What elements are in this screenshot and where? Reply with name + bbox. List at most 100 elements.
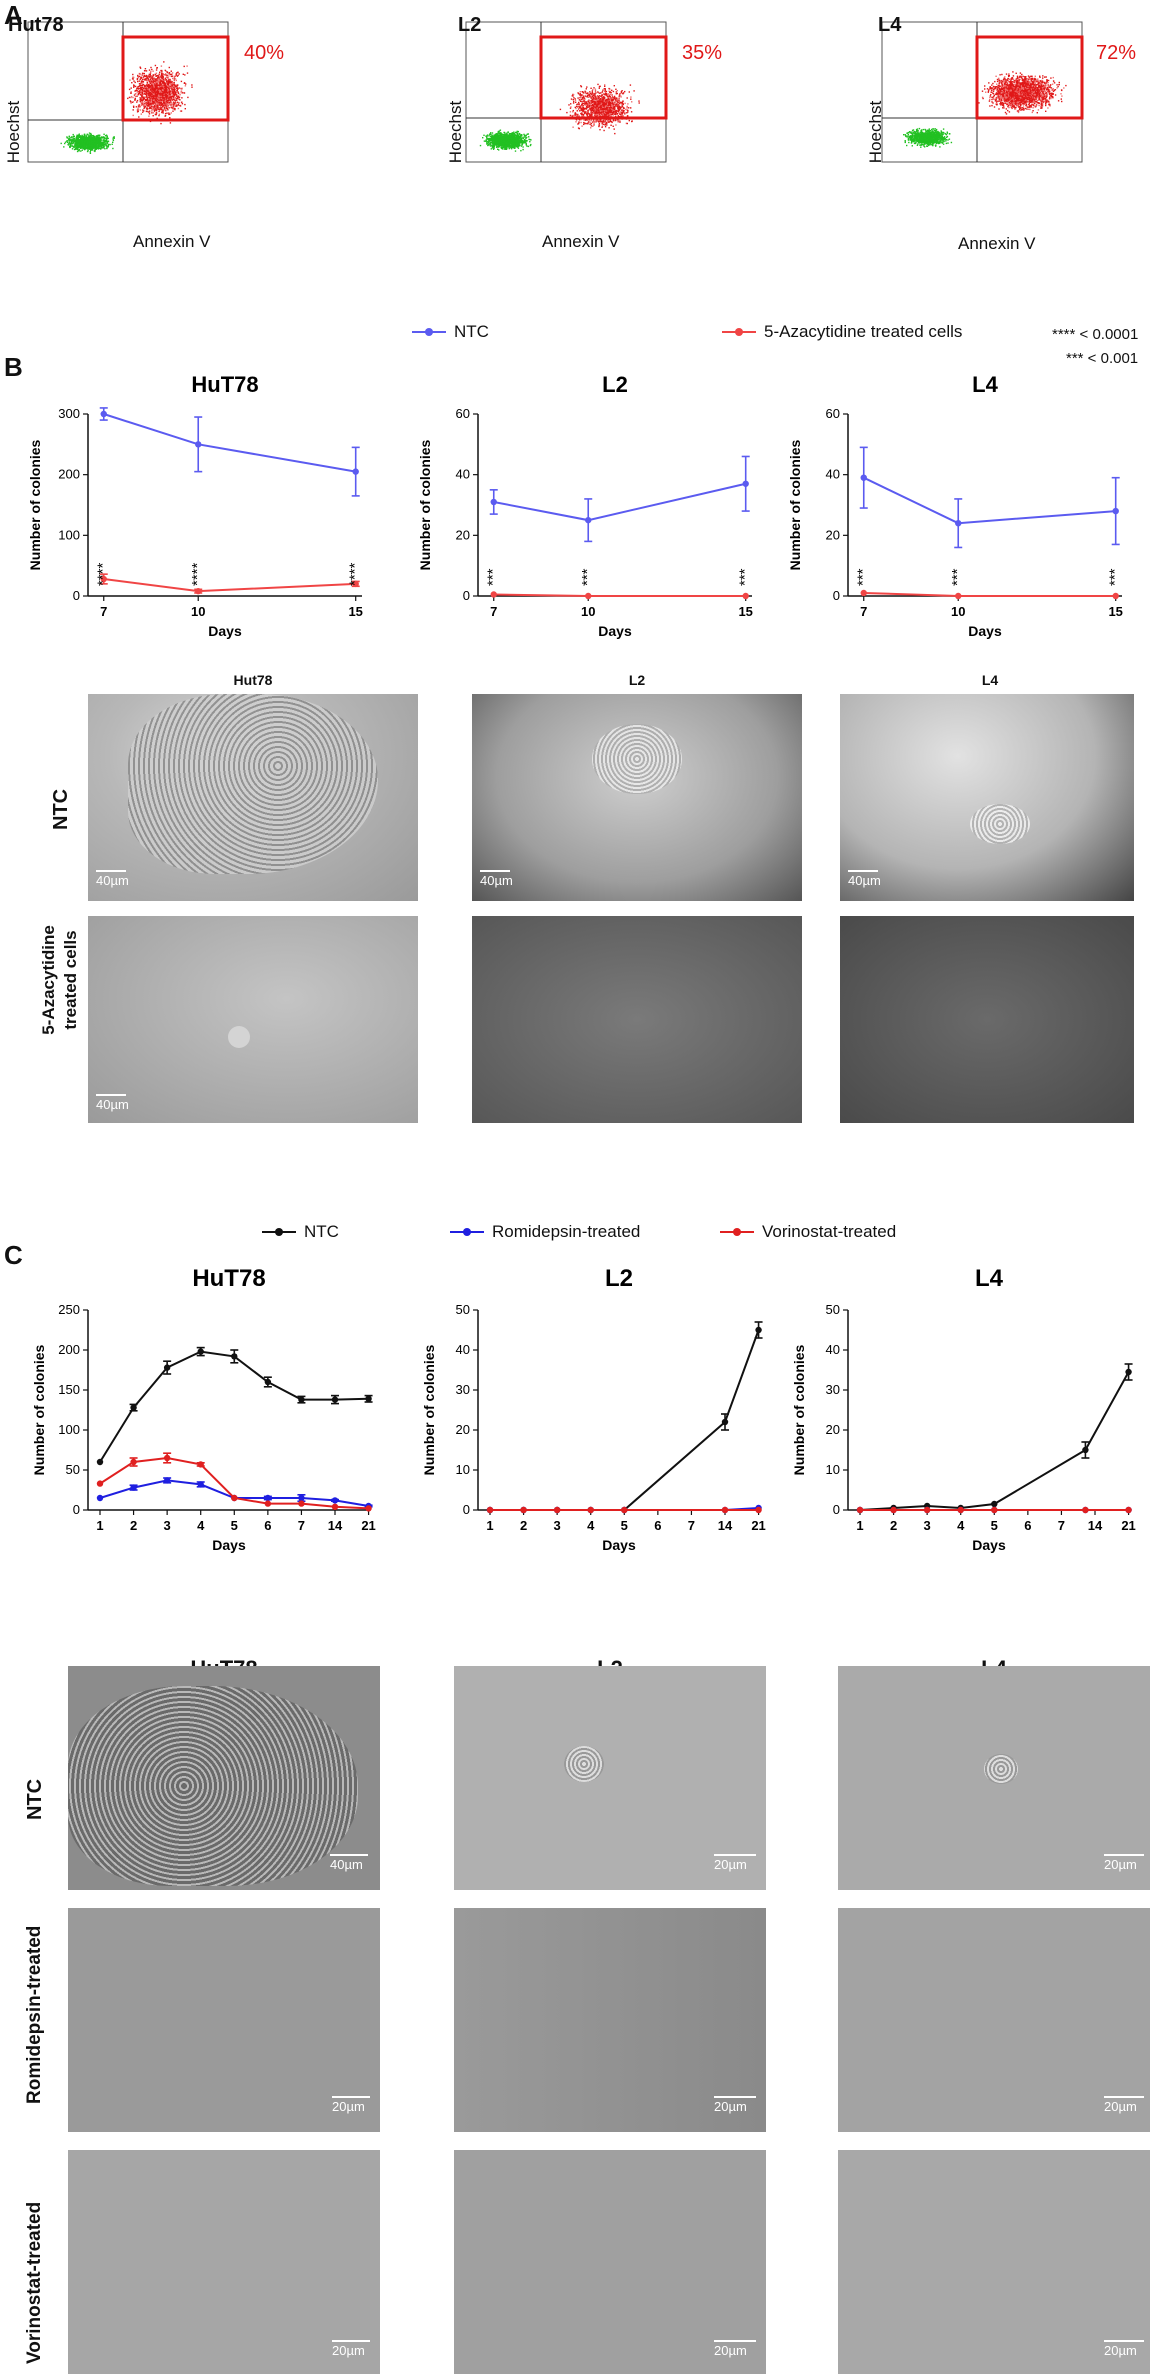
flow-dot xyxy=(150,70,152,73)
flow-dot xyxy=(160,76,163,79)
flow-dot xyxy=(161,96,163,99)
flow-dot xyxy=(160,65,163,67)
flow-dot xyxy=(528,138,530,141)
flow-dot xyxy=(161,93,163,95)
flow-dot xyxy=(158,98,160,100)
flow-dot xyxy=(166,101,168,104)
flow-dot xyxy=(154,96,157,99)
flow-dot xyxy=(580,91,582,93)
flow-dot xyxy=(135,89,137,92)
flow-dot xyxy=(501,138,504,141)
flow-dot xyxy=(146,108,148,110)
flow-dot xyxy=(98,134,100,136)
flow-dot xyxy=(154,93,157,95)
flow-dot xyxy=(162,101,165,104)
flow-dot xyxy=(498,149,500,151)
flow-dot xyxy=(149,99,151,101)
flow-dot xyxy=(69,146,71,149)
flow-dot xyxy=(520,150,522,152)
flow-dot xyxy=(151,75,153,77)
flow-dot xyxy=(506,140,509,143)
flow-dot xyxy=(84,133,86,136)
flow-dot xyxy=(148,111,151,114)
flow-dot xyxy=(186,72,189,74)
flow-dot xyxy=(173,77,176,79)
flow-dot xyxy=(160,77,163,79)
flow-dot xyxy=(113,136,115,138)
flow-dot xyxy=(167,109,169,111)
flow-plot-frame xyxy=(27,21,229,163)
flow-dot xyxy=(152,112,155,114)
flow-dot xyxy=(152,98,154,100)
flow-dot xyxy=(74,138,76,141)
flow-dot xyxy=(173,90,175,92)
flow-dot xyxy=(496,144,498,147)
flow-dot xyxy=(148,115,150,117)
flow-dot xyxy=(619,95,622,97)
flow-dot xyxy=(132,78,134,80)
flow-dot xyxy=(496,143,498,146)
flow-dot xyxy=(498,145,500,147)
flow-dot xyxy=(157,91,160,93)
flow-dot xyxy=(134,95,137,98)
flow-dot xyxy=(139,109,142,111)
flow-dot xyxy=(490,132,492,134)
flow-dot xyxy=(524,139,526,141)
flow-dot xyxy=(171,107,174,109)
flow-dot xyxy=(521,141,523,143)
flow-dot xyxy=(487,135,489,137)
flow-dot xyxy=(92,142,94,145)
flow-dot xyxy=(88,138,90,140)
flow-dot xyxy=(139,83,142,86)
flow-dot xyxy=(172,96,174,98)
flow-dot xyxy=(94,140,96,143)
flow-dot xyxy=(141,74,143,76)
flow-dot xyxy=(149,76,151,78)
flow-dot xyxy=(94,137,96,139)
flow-dot xyxy=(617,105,619,107)
flow-dot xyxy=(173,94,175,96)
flow-dot xyxy=(160,86,163,89)
flow-dot xyxy=(504,143,506,145)
flow-dot xyxy=(591,90,594,92)
flow-dot xyxy=(155,108,157,110)
flow-dot xyxy=(169,101,171,104)
flow-dot xyxy=(140,100,142,102)
flow-dot xyxy=(163,86,165,88)
flow-dot xyxy=(82,145,84,147)
flow-dot xyxy=(72,136,74,138)
flow-dot xyxy=(158,95,161,98)
flow-dot xyxy=(186,65,188,67)
flow-dot xyxy=(94,135,96,138)
flow-dot xyxy=(526,133,529,135)
flow-dot xyxy=(73,141,75,144)
flow-dot xyxy=(78,136,80,138)
flow-dot xyxy=(510,147,512,149)
flow-dot xyxy=(88,143,91,145)
flow-dot xyxy=(171,90,173,92)
flow-dot xyxy=(92,137,95,139)
flow-dot xyxy=(134,85,137,88)
flow-dot xyxy=(170,91,172,93)
flow-dot xyxy=(145,79,147,81)
flow-dot xyxy=(506,132,508,134)
flow-dot xyxy=(151,85,153,87)
flow-dot xyxy=(86,137,88,139)
flow-dot xyxy=(520,134,523,136)
flow-dot xyxy=(180,90,183,93)
flow-dot xyxy=(488,137,490,140)
flow-dot xyxy=(88,139,91,141)
flow-dot xyxy=(112,139,115,142)
flow-dot xyxy=(163,61,165,63)
flow-dot xyxy=(137,88,140,91)
flow-dot xyxy=(616,92,618,95)
flow-dot xyxy=(153,99,156,101)
flow-dot xyxy=(518,143,520,145)
flow-dot xyxy=(502,139,505,141)
flow-dot xyxy=(496,138,499,141)
flow-dot xyxy=(155,84,157,86)
flow-dot xyxy=(105,144,108,146)
flow-dot xyxy=(484,140,487,142)
flow-dot xyxy=(76,139,78,141)
flow-dot xyxy=(486,136,488,138)
